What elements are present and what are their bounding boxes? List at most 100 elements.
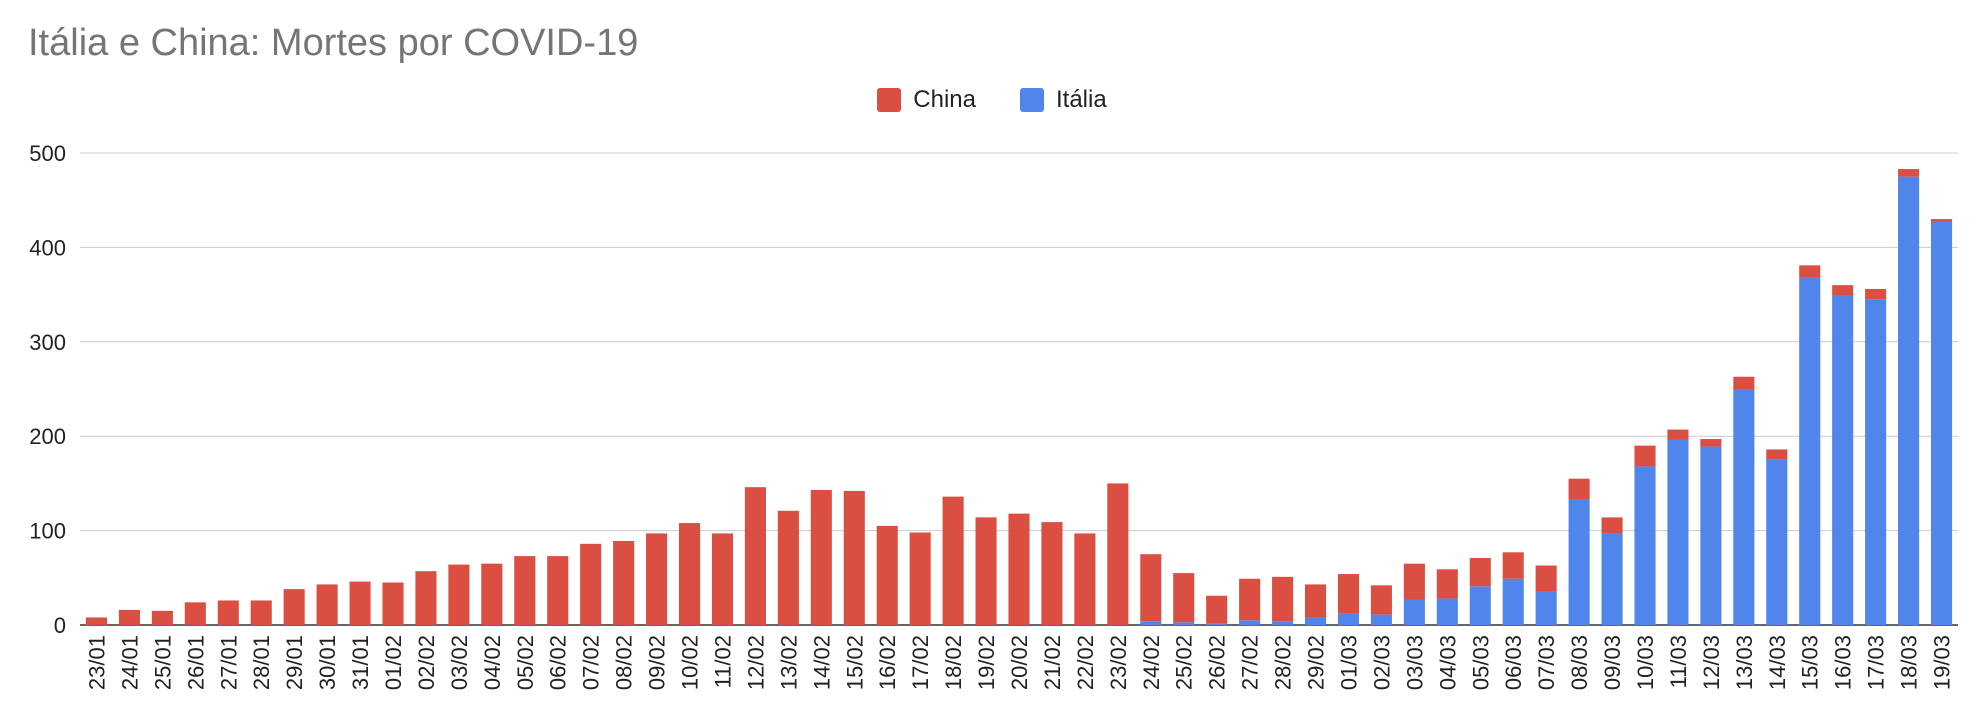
bar-italia[interactable] — [1272, 621, 1294, 625]
bar-china[interactable] — [744, 487, 766, 625]
bar-italia[interactable] — [1436, 598, 1458, 625]
bar-china[interactable] — [810, 490, 832, 625]
bar-china[interactable] — [1239, 578, 1261, 621]
bar-china[interactable] — [777, 510, 799, 625]
bar-china[interactable] — [481, 563, 503, 625]
bar-italia[interactable] — [1304, 617, 1327, 625]
bar-italia[interactable] — [1140, 621, 1162, 625]
bar-china[interactable] — [514, 556, 536, 625]
bar-china[interactable] — [1206, 595, 1228, 624]
bar-italia[interactable] — [1898, 176, 1920, 625]
bar-china[interactable] — [678, 523, 701, 625]
bar-italia[interactable] — [1173, 622, 1195, 625]
bar-china[interactable] — [1107, 483, 1129, 625]
bar-italia[interactable] — [1370, 614, 1392, 625]
y-tick-label: 200 — [29, 424, 66, 449]
bar-china[interactable] — [118, 609, 140, 625]
bar-china[interactable] — [613, 540, 635, 625]
x-tick-label: 12/03 — [1699, 635, 1724, 690]
bar-china[interactable] — [1634, 445, 1656, 467]
bar-italia[interactable] — [1930, 221, 1953, 625]
x-tick-label: 14/03 — [1765, 635, 1790, 690]
x-tick-label: 26/01 — [183, 635, 208, 690]
x-tick-label: 26/02 — [1205, 635, 1230, 690]
legend-item-china[interactable]: China — [877, 86, 976, 114]
bar-italia[interactable] — [1239, 620, 1261, 625]
bar-italia[interactable] — [1469, 586, 1491, 625]
bar-china[interactable] — [1304, 584, 1327, 618]
bar-italia[interactable] — [1568, 499, 1590, 625]
bar-china[interactable] — [151, 610, 173, 625]
x-tick-label: 10/02 — [678, 635, 703, 690]
bar-china[interactable] — [1898, 169, 1920, 177]
bar-china[interactable] — [1601, 517, 1623, 534]
bar-china[interactable] — [1140, 554, 1162, 622]
bar-china[interactable] — [1535, 565, 1557, 592]
bar-italia[interactable] — [1865, 299, 1887, 625]
bar-china[interactable] — [942, 496, 964, 625]
bar-china[interactable] — [1865, 288, 1887, 300]
bar-china[interactable] — [250, 600, 272, 625]
bar-china[interactable] — [547, 556, 569, 625]
bar-china[interactable] — [1469, 557, 1491, 587]
bar-china[interactable] — [316, 584, 338, 625]
bar-china[interactable] — [876, 525, 898, 625]
bar-china[interactable] — [1173, 573, 1195, 623]
bar-china[interactable] — [217, 600, 239, 625]
x-tick-label: 08/02 — [612, 635, 637, 690]
bar-china[interactable] — [283, 589, 305, 625]
bar-italia[interactable] — [1733, 389, 1755, 625]
bar-china[interactable] — [1832, 285, 1854, 296]
bar-china[interactable] — [1766, 449, 1788, 460]
bar-italia[interactable] — [1667, 439, 1689, 625]
bar-italia[interactable] — [1403, 599, 1425, 625]
bar-china[interactable] — [711, 533, 734, 625]
bar-china[interactable] — [646, 533, 668, 625]
bar-italia[interactable] — [1535, 591, 1557, 625]
bar-china[interactable] — [349, 581, 371, 625]
bar-china[interactable] — [184, 602, 206, 625]
bar-italia[interactable] — [1337, 613, 1360, 625]
bar-china[interactable] — [1700, 439, 1722, 447]
bar-italia[interactable] — [1601, 533, 1623, 625]
x-tick-label: 19/03 — [1930, 635, 1955, 690]
x-tick-label: 10/03 — [1633, 635, 1658, 690]
bar-china[interactable] — [1502, 552, 1524, 579]
bar-china[interactable] — [1074, 533, 1096, 625]
bar-italia[interactable] — [1502, 578, 1524, 625]
bar-china[interactable] — [1272, 576, 1294, 622]
bar-china[interactable] — [580, 543, 602, 625]
x-tick-label: 15/02 — [842, 635, 867, 690]
x-tick-label: 17/03 — [1864, 635, 1889, 690]
bar-china[interactable] — [1667, 429, 1689, 440]
bar-italia[interactable] — [1766, 459, 1788, 625]
bar-italia[interactable] — [1799, 277, 1821, 625]
bar-china[interactable] — [1041, 522, 1063, 625]
x-tick-label: 05/03 — [1468, 635, 1493, 690]
bar-italia[interactable] — [1634, 466, 1656, 625]
bar-italia[interactable] — [1700, 446, 1722, 625]
bar-china[interactable] — [415, 571, 437, 625]
x-tick-label: 29/01 — [282, 635, 307, 690]
bar-china[interactable] — [1568, 478, 1590, 500]
bar-china[interactable] — [1008, 513, 1030, 625]
bar-china[interactable] — [1799, 265, 1821, 278]
bar-italia[interactable] — [1206, 623, 1228, 625]
bar-china[interactable] — [975, 517, 997, 625]
bar-china[interactable] — [1930, 219, 1953, 222]
x-tick-label: 25/02 — [1172, 635, 1197, 690]
legend-item-italia[interactable]: Itália — [1020, 86, 1107, 114]
bar-china[interactable] — [85, 617, 108, 625]
bar-china[interactable] — [448, 564, 470, 625]
bar-china[interactable] — [1733, 376, 1755, 389]
x-tick-label: 15/03 — [1798, 635, 1823, 690]
bar-china[interactable] — [1436, 569, 1458, 599]
bar-italia[interactable] — [1832, 295, 1854, 625]
bar-china[interactable] — [382, 582, 404, 625]
x-tick-label: 08/03 — [1567, 635, 1592, 690]
bar-china[interactable] — [843, 490, 865, 625]
bar-china[interactable] — [1370, 585, 1392, 615]
bar-china[interactable] — [1337, 574, 1360, 614]
bar-china[interactable] — [1403, 563, 1425, 600]
bar-china[interactable] — [909, 532, 931, 625]
